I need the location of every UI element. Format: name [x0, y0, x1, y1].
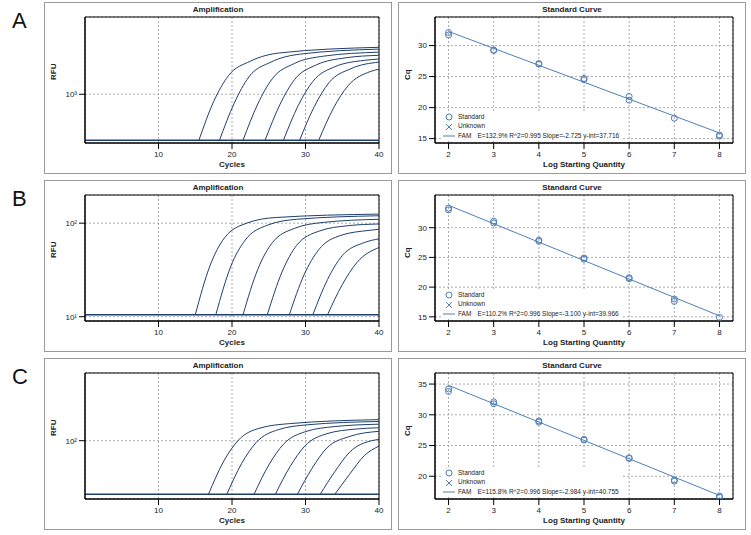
svg-text:25: 25 — [418, 72, 427, 81]
svg-text:20: 20 — [418, 103, 427, 112]
svg-text:Cq: Cq — [403, 425, 412, 436]
svg-text:10: 10 — [154, 506, 163, 515]
html-text:Amplification: Amplification — [192, 361, 244, 370]
svg-text:40: 40 — [375, 506, 384, 515]
svg-text:RFU: RFU — [49, 63, 58, 80]
html-text:FAM: FAM — [458, 487, 472, 495]
svg-text:6: 6 — [627, 506, 632, 515]
html-text:Unknown: Unknown — [458, 300, 486, 308]
svg-text:10¹: 10¹ — [65, 313, 77, 322]
html-text:Standard: Standard — [458, 469, 485, 477]
html-text:A: A — [12, 8, 27, 33]
svg-text:RFU: RFU — [49, 241, 58, 258]
html-text:E=132.9% R^2=0.995 Slope=-2.72: E=132.9% R^2=0.995 Slope=-2.725 y-int=37… — [477, 131, 620, 139]
svg-text:20: 20 — [228, 150, 237, 159]
html-text:E=115.8% R^2=0.996 Slope=-2.98: E=115.8% R^2=0.996 Slope=-2.984 y-int=40… — [477, 487, 619, 495]
svg-text:25: 25 — [418, 253, 427, 262]
svg-text:30: 30 — [301, 328, 310, 337]
svg-text:20: 20 — [228, 506, 237, 515]
svg-text:Cycles: Cycles — [219, 338, 245, 347]
html-text:Unknown: Unknown — [458, 478, 486, 486]
svg-text:3: 3 — [491, 328, 496, 337]
svg-text:4: 4 — [537, 506, 542, 515]
svg-text:8: 8 — [717, 328, 722, 337]
svg-text:Log Starting Quantity: Log Starting Quantity — [543, 516, 625, 525]
svg-text:3: 3 — [491, 150, 496, 159]
html-text:Standard Curve: Standard Curve — [542, 361, 602, 370]
svg-text:15: 15 — [418, 134, 427, 143]
svg-text:20: 20 — [418, 283, 427, 292]
svg-text:Cq: Cq — [403, 69, 412, 80]
svg-text:5: 5 — [582, 506, 587, 515]
svg-text:30: 30 — [301, 506, 310, 515]
svg-text:10: 10 — [154, 328, 163, 337]
svg-text:Log Starting Quantity: Log Starting Quantity — [543, 338, 625, 347]
svg-text:10: 10 — [154, 150, 163, 159]
svg-text:30: 30 — [418, 41, 427, 50]
svg-text:6: 6 — [627, 328, 632, 337]
svg-text:40: 40 — [375, 328, 384, 337]
html-text:Standard: Standard — [458, 113, 485, 121]
svg-text:10³: 10³ — [65, 90, 77, 99]
svg-text:20: 20 — [228, 328, 237, 337]
html-text:Standard: Standard — [458, 291, 485, 299]
svg-text:5: 5 — [582, 150, 587, 159]
svg-text:10²: 10² — [65, 219, 77, 228]
html-text:Standard Curve: Standard Curve — [542, 5, 602, 14]
svg-text:Cq: Cq — [403, 247, 412, 258]
svg-text:40: 40 — [375, 150, 384, 159]
svg-text:35: 35 — [418, 380, 427, 389]
html-text:FAM: FAM — [458, 131, 472, 139]
svg-text:2: 2 — [446, 150, 451, 159]
svg-text:10²: 10² — [65, 437, 77, 446]
svg-text:Cycles: Cycles — [219, 160, 245, 169]
svg-text:2: 2 — [446, 506, 451, 515]
svg-text:5: 5 — [582, 328, 587, 337]
html-text:C: C — [12, 364, 28, 389]
svg-text:Cycles: Cycles — [219, 516, 245, 525]
html-text:Amplification: Amplification — [192, 183, 244, 192]
html-text:Unknown: Unknown — [458, 122, 486, 130]
svg-text:30: 30 — [418, 224, 427, 233]
html-text:FAM: FAM — [458, 309, 472, 317]
svg-text:7: 7 — [672, 506, 677, 515]
html-text:Standard Curve: Standard Curve — [542, 183, 602, 192]
svg-text:7: 7 — [672, 328, 677, 337]
svg-text:7: 7 — [672, 150, 677, 159]
svg-text:4: 4 — [537, 150, 542, 159]
svg-text:RFU: RFU — [49, 419, 58, 436]
svg-text:25: 25 — [418, 441, 427, 450]
svg-text:6: 6 — [627, 150, 632, 159]
svg-text:20: 20 — [418, 472, 427, 481]
svg-text:30: 30 — [418, 411, 427, 420]
svg-text:4: 4 — [537, 328, 542, 337]
svg-text:8: 8 — [717, 150, 722, 159]
svg-text:8: 8 — [717, 506, 722, 515]
html-text:B: B — [12, 186, 27, 211]
svg-text:15: 15 — [418, 313, 427, 322]
svg-text:Log Starting Quantity: Log Starting Quantity — [543, 160, 625, 169]
svg-text:2: 2 — [446, 328, 451, 337]
svg-text:3: 3 — [491, 506, 496, 515]
svg-text:30: 30 — [301, 150, 310, 159]
html-text:Amplification: Amplification — [192, 5, 244, 14]
html-text:E=110.2% R^2=0.996 Slope=-3.10: E=110.2% R^2=0.996 Slope=-3.100 y-int=39… — [477, 309, 619, 317]
